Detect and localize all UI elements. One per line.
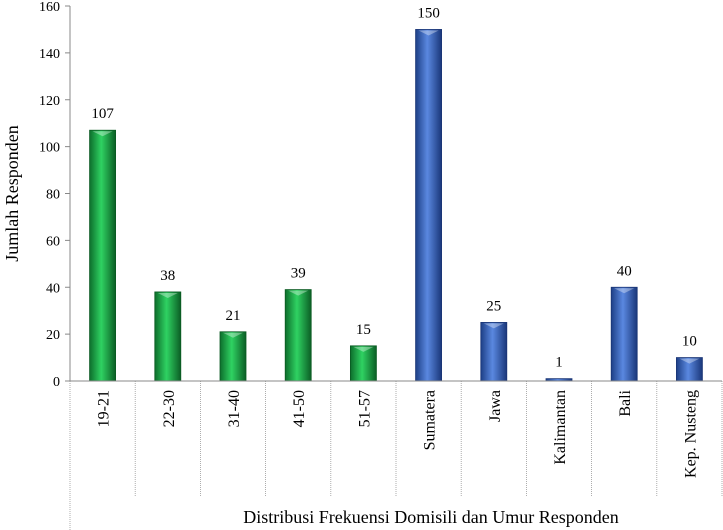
category-label: 31-40 — [226, 390, 243, 427]
bar-jawa — [480, 322, 508, 382]
bar-bevel — [483, 323, 504, 329]
y-tick-label: 40 — [46, 281, 60, 296]
bar-31-40 — [219, 331, 247, 382]
y-tick-label: 20 — [46, 328, 60, 343]
y-axis-ticks: 0 20 40 60 80 100 120 140 160 — [39, 0, 70, 390]
y-tick-label: 60 — [46, 234, 60, 249]
y-tick-label: 80 — [46, 188, 60, 203]
data-label: 38 — [160, 268, 175, 284]
y-tick-label: 140 — [39, 47, 60, 62]
bar-bali — [610, 286, 638, 382]
x-axis: 19-21 22-30 31-40 41-50 51-57 Sumatera Jawa Kal… — [69, 381, 723, 530]
category-label: 51-57 — [356, 390, 373, 427]
y-tick-label: 0 — [53, 375, 60, 390]
bar-bevel — [92, 131, 113, 137]
data-label: 107 — [91, 106, 114, 122]
bar-41-50 — [284, 289, 312, 382]
category-label: 22-30 — [161, 390, 178, 427]
data-label: 40 — [617, 263, 632, 279]
data-label: 39 — [291, 266, 306, 282]
x-axis-title: Distribusi Frekuensi Domisili dan Umur R… — [243, 507, 618, 527]
bar-bevel — [614, 288, 635, 294]
category-label: 19-21 — [96, 390, 113, 427]
bar-bevel — [353, 346, 374, 352]
category-label: Jawa — [487, 390, 504, 422]
category-label: Kalimantan — [552, 390, 569, 465]
bar-bevel — [157, 292, 178, 298]
data-label: 25 — [486, 298, 501, 314]
category-label: Bali — [617, 389, 634, 416]
data-label: 21 — [226, 308, 241, 324]
y-tick-label: 160 — [39, 0, 60, 15]
y-tick-label: 120 — [39, 94, 60, 109]
data-labels: 107 38 21 39 15 150 25 1 40 10 — [91, 5, 697, 370]
data-label: 10 — [682, 334, 697, 350]
bar-bevel — [679, 358, 700, 364]
category-label: Sumatera — [422, 390, 439, 450]
y-axis-title: Jumlah Responden — [2, 125, 22, 262]
bar-51-57 — [349, 345, 377, 382]
bar-22-30 — [154, 291, 182, 382]
category-label: 41-50 — [291, 390, 308, 427]
data-label: 15 — [356, 322, 371, 338]
bars — [89, 29, 703, 382]
bar-bevel — [418, 30, 439, 36]
data-label: 150 — [417, 5, 440, 21]
bar-bevel — [288, 290, 309, 296]
y-tick-label: 100 — [39, 141, 60, 156]
bar-bevel — [223, 332, 243, 338]
bar-sumatera — [415, 29, 443, 382]
bar-19-21 — [89, 129, 116, 382]
data-label: 1 — [555, 355, 563, 371]
category-label: Kep. Nusteng — [682, 390, 699, 478]
